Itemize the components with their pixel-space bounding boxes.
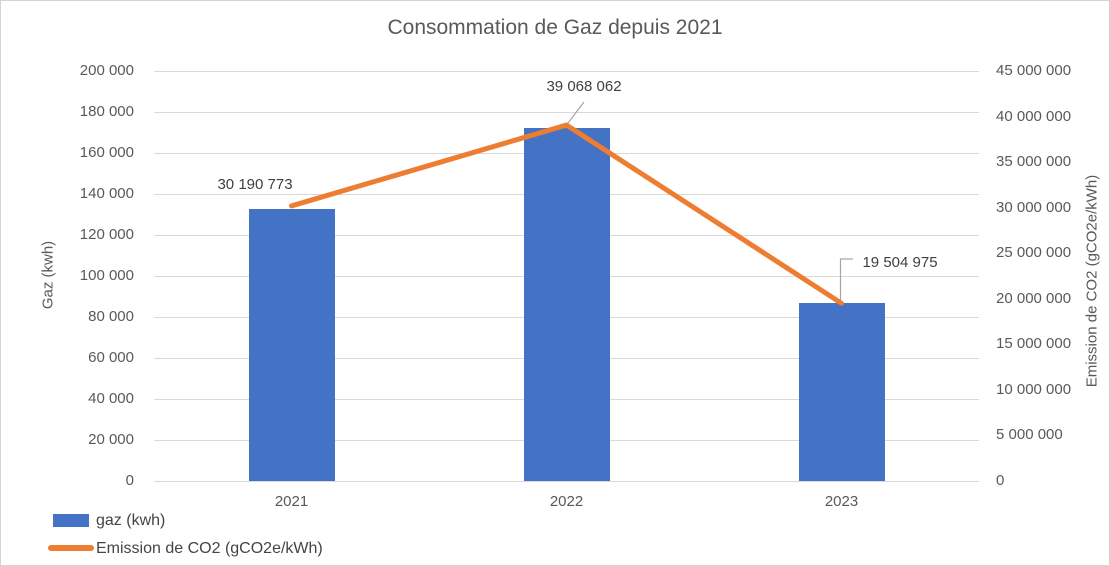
x-axis-tick-label-2021: 2021 (274, 493, 309, 510)
right-axis-tick-label: 10 000 000 (996, 380, 1072, 398)
right-axis-title: Emission de CO2 (gCO2e/kWh) (1083, 174, 1101, 388)
bar-2022 (523, 127, 610, 481)
left-axis-tick-label: 200 000 (79, 62, 134, 79)
right-axis-tick-label: 45 000 000 (996, 62, 1072, 79)
left-axis-tick-label: 120 000 (79, 226, 134, 243)
left-axis-tick-label: 80 000 (88, 308, 134, 325)
left-axis-tick-label: 140 000 (79, 185, 134, 202)
left-axis-tick-label: 40 000 (88, 390, 134, 407)
left-axis-tick-label: 180 000 (79, 103, 134, 120)
left-axis-tick-label: 60 000 (88, 349, 134, 366)
right-axis-tick-label: 30 000 000 (996, 198, 1072, 216)
legend-bar-swatch (53, 514, 89, 527)
right-axis-tick-label: 25 000 000 (996, 244, 1072, 262)
chart-title: Consommation de Gaz depuis 2021 (387, 16, 723, 39)
right-axis-tick-label: 40 000 000 (996, 107, 1072, 125)
right-axis-tick-label: 20 000 000 (996, 289, 1072, 307)
left-axis-tick-label: 0 (125, 472, 134, 489)
left-axis-tick-label: 160 000 (79, 144, 134, 161)
right-axis-tick-label: 5 000 000 (996, 426, 1063, 444)
gridline (154, 111, 979, 113)
right-axis-tick-label: 35 000 000 (996, 153, 1072, 171)
bar-2021 (248, 208, 335, 481)
legend-label-co2: Emission de CO2 (gCO2e/kWh) (96, 540, 323, 557)
data-label-2021: 30 190 773 (217, 176, 293, 193)
bar-2023 (798, 303, 885, 481)
left-axis-tick-label: 20 000 (88, 431, 134, 448)
data-label-2023: 19 504 975 (862, 254, 938, 271)
gridline (154, 70, 979, 72)
right-axis-tick-label: 0 (996, 472, 1005, 489)
right-axis-tick-label: 15 000 000 (996, 335, 1072, 353)
data-label-2022: 39 068 062 (546, 78, 622, 95)
legend-label-gaz: gaz (kwh) (96, 512, 166, 529)
x-axis-tick-label-2022: 2022 (549, 493, 584, 510)
data-label-leader-line (566, 101, 585, 126)
data-label-leader-line (839, 258, 853, 302)
left-axis-tick-label: 100 000 (79, 267, 134, 284)
x-axis-tick-label-2023: 2023 (824, 493, 859, 510)
legend-line-swatch (48, 545, 94, 551)
gridline (154, 480, 979, 482)
